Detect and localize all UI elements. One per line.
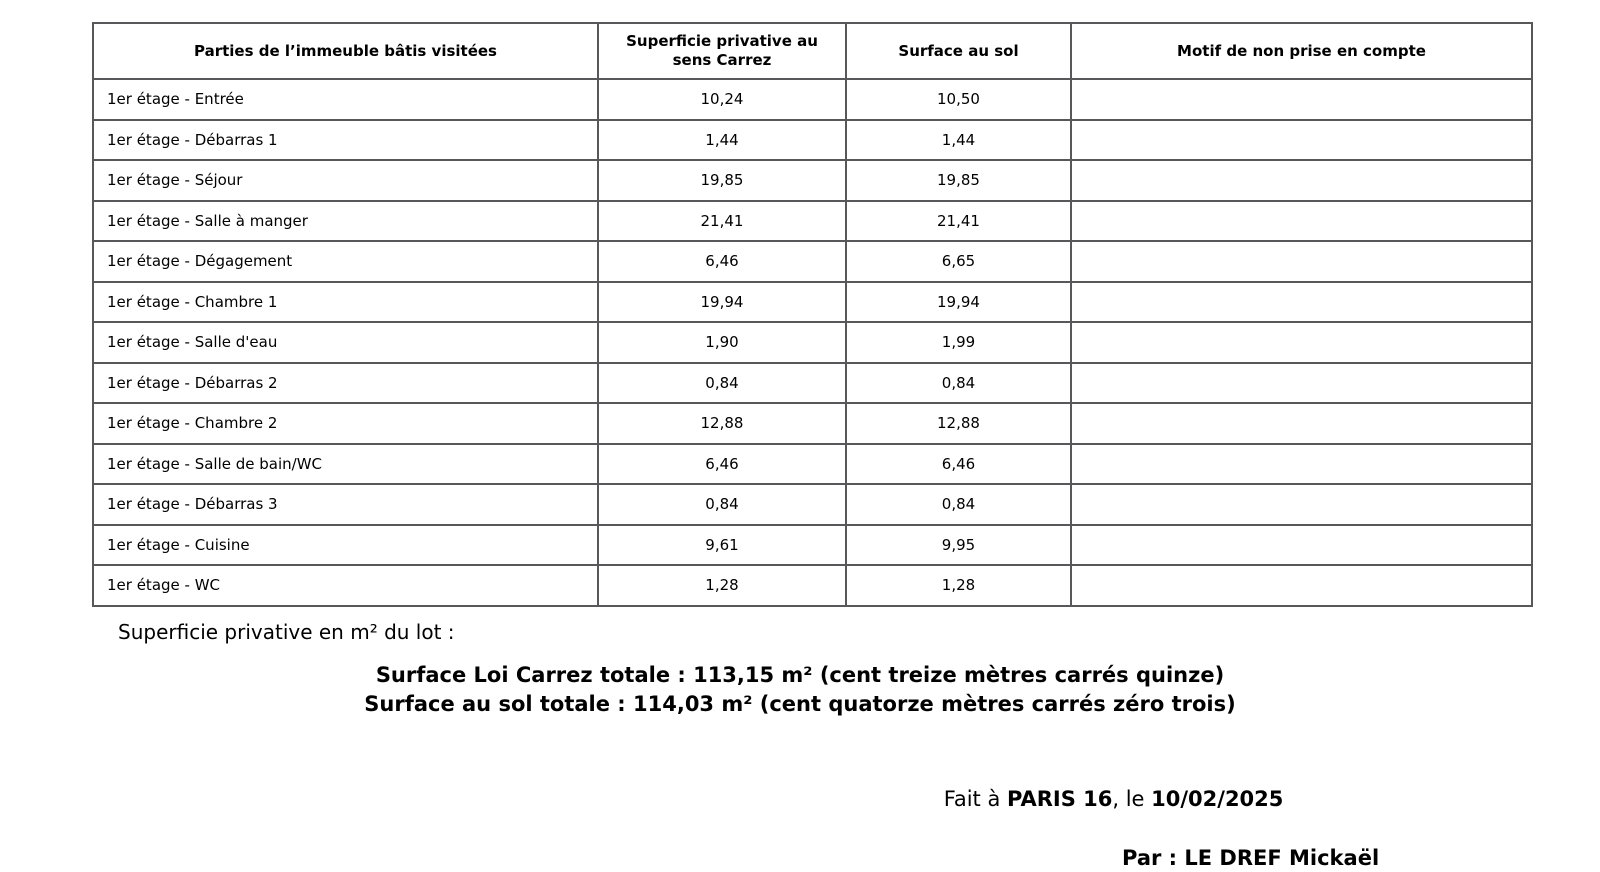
table-row: 1er étage - Séjour 19,85 19,85 bbox=[92, 159, 1533, 202]
sol-value-cell: 19,85 bbox=[845, 159, 1072, 202]
table-header-row: Parties de l’immeuble bâtis visitées Sup… bbox=[92, 22, 1533, 80]
place-date-line: Fait à PARIS 16, le 10/02/2025 bbox=[917, 763, 1284, 835]
carrez-value-cell: 19,94 bbox=[597, 280, 847, 323]
sol-value-cell: 19,94 bbox=[845, 280, 1072, 323]
room-name-cell: 1er étage - Entrée bbox=[92, 78, 599, 121]
carrez-value-cell: 1,44 bbox=[597, 118, 847, 161]
motif-cell bbox=[1070, 442, 1533, 485]
table-row: 1er étage - WC 1,28 1,28 bbox=[92, 564, 1533, 607]
carrez-value-cell: 6,46 bbox=[597, 442, 847, 485]
table-header: Parties de l’immeuble bâtis visitées Sup… bbox=[92, 22, 1533, 80]
header-surface-sol: Surface au sol bbox=[845, 22, 1072, 80]
sol-value-cell: 21,41 bbox=[845, 199, 1072, 242]
surface-measurement-table: Parties de l’immeuble bâtis visitées Sup… bbox=[92, 22, 1533, 607]
motif-cell bbox=[1070, 523, 1533, 566]
sol-value-cell: 1,99 bbox=[845, 321, 1072, 364]
sol-value-cell: 1,44 bbox=[845, 118, 1072, 161]
motif-cell bbox=[1070, 564, 1533, 607]
room-name-cell: 1er étage - Salle de bain/WC bbox=[92, 442, 599, 485]
room-name-cell: 1er étage - Débarras 1 bbox=[92, 118, 599, 161]
room-name-cell: 1er étage - Débarras 2 bbox=[92, 361, 599, 404]
room-name-cell: 1er étage - Salle à manger bbox=[92, 199, 599, 242]
sol-value-cell: 0,84 bbox=[845, 483, 1072, 526]
motif-cell bbox=[1070, 483, 1533, 526]
room-name-cell: 1er étage - Cuisine bbox=[92, 523, 599, 566]
motif-cell bbox=[1070, 78, 1533, 121]
place-text: PARIS 16 bbox=[1007, 787, 1113, 811]
carrez-value-cell: 6,46 bbox=[597, 240, 847, 283]
motif-cell bbox=[1070, 118, 1533, 161]
sol-value-cell: 12,88 bbox=[845, 402, 1072, 445]
carrez-value-cell: 0,84 bbox=[597, 483, 847, 526]
carrez-value-cell: 10,24 bbox=[597, 78, 847, 121]
table-row: 1er étage - Salle à manger 21,41 21,41 bbox=[92, 199, 1533, 242]
table-row: 1er étage - Débarras 3 0,84 0,84 bbox=[92, 483, 1533, 526]
motif-cell bbox=[1070, 280, 1533, 323]
motif-cell bbox=[1070, 402, 1533, 445]
room-name-cell: 1er étage - Débarras 3 bbox=[92, 483, 599, 526]
room-name-cell: 1er étage - Chambre 1 bbox=[92, 280, 599, 323]
room-name-cell: 1er étage - Salle d'eau bbox=[92, 321, 599, 364]
motif-cell bbox=[1070, 240, 1533, 283]
table-body: 1er étage - Entrée 10,24 10,50 1er étage… bbox=[92, 78, 1533, 607]
carrez-value-cell: 12,88 bbox=[597, 402, 847, 445]
carrez-value-cell: 1,90 bbox=[597, 321, 847, 364]
table-row: 1er étage - Dégagement 6,46 6,65 bbox=[92, 240, 1533, 283]
sol-value-cell: 1,28 bbox=[845, 564, 1072, 607]
table-row: 1er étage - Cuisine 9,61 9,95 bbox=[92, 523, 1533, 566]
carrez-value-cell: 19,85 bbox=[597, 159, 847, 202]
table-row: 1er étage - Chambre 2 12,88 12,88 bbox=[92, 402, 1533, 445]
table-row: 1er étage - Entrée 10,24 10,50 bbox=[92, 78, 1533, 121]
room-name-cell: 1er étage - Dégagement bbox=[92, 240, 599, 283]
room-name-cell: 1er étage - Séjour bbox=[92, 159, 599, 202]
sol-total-line: Surface au sol totale : 114,03 m² (cent … bbox=[364, 692, 1236, 716]
date-text: 10/02/2025 bbox=[1151, 787, 1284, 811]
header-parties: Parties de l’immeuble bâtis visitées bbox=[92, 22, 599, 80]
sol-value-cell: 9,95 bbox=[845, 523, 1072, 566]
table-row: 1er étage - Débarras 2 0,84 0,84 bbox=[92, 361, 1533, 404]
signatory-line: Par : LE DREF Mickaël bbox=[1122, 846, 1380, 870]
table-row: 1er étage - Salle de bain/WC 6,46 6,46 bbox=[92, 442, 1533, 485]
motif-cell bbox=[1070, 159, 1533, 202]
le-separator-text: , le bbox=[1112, 787, 1152, 811]
table-row: 1er étage - Salle d'eau 1,90 1,99 bbox=[92, 321, 1533, 364]
carrez-value-cell: 21,41 bbox=[597, 199, 847, 242]
header-motif: Motif de non prise en compte bbox=[1070, 22, 1533, 80]
sol-value-cell: 6,46 bbox=[845, 442, 1072, 485]
carrez-total-line: Surface Loi Carrez totale : 113,15 m² (c… bbox=[375, 663, 1225, 687]
table-row: 1er étage - Débarras 1 1,44 1,44 bbox=[92, 118, 1533, 161]
room-name-cell: 1er étage - Chambre 2 bbox=[92, 402, 599, 445]
carrez-value-cell: 1,28 bbox=[597, 564, 847, 607]
sol-value-cell: 6,65 bbox=[845, 240, 1072, 283]
motif-cell bbox=[1070, 321, 1533, 364]
sol-value-cell: 10,50 bbox=[845, 78, 1072, 121]
header-superficie-carrez: Superficie privative au sens Carrez bbox=[597, 22, 847, 80]
room-name-cell: 1er étage - WC bbox=[92, 564, 599, 607]
motif-cell bbox=[1070, 361, 1533, 404]
superficie-lot-label: Superficie privative en m² du lot : bbox=[118, 620, 455, 644]
table-row: 1er étage - Chambre 1 19,94 19,94 bbox=[92, 280, 1533, 323]
motif-cell bbox=[1070, 199, 1533, 242]
sol-value-cell: 0,84 bbox=[845, 361, 1072, 404]
fait-prefix-text: Fait à bbox=[943, 787, 1008, 811]
carrez-value-cell: 9,61 bbox=[597, 523, 847, 566]
carrez-value-cell: 0,84 bbox=[597, 361, 847, 404]
